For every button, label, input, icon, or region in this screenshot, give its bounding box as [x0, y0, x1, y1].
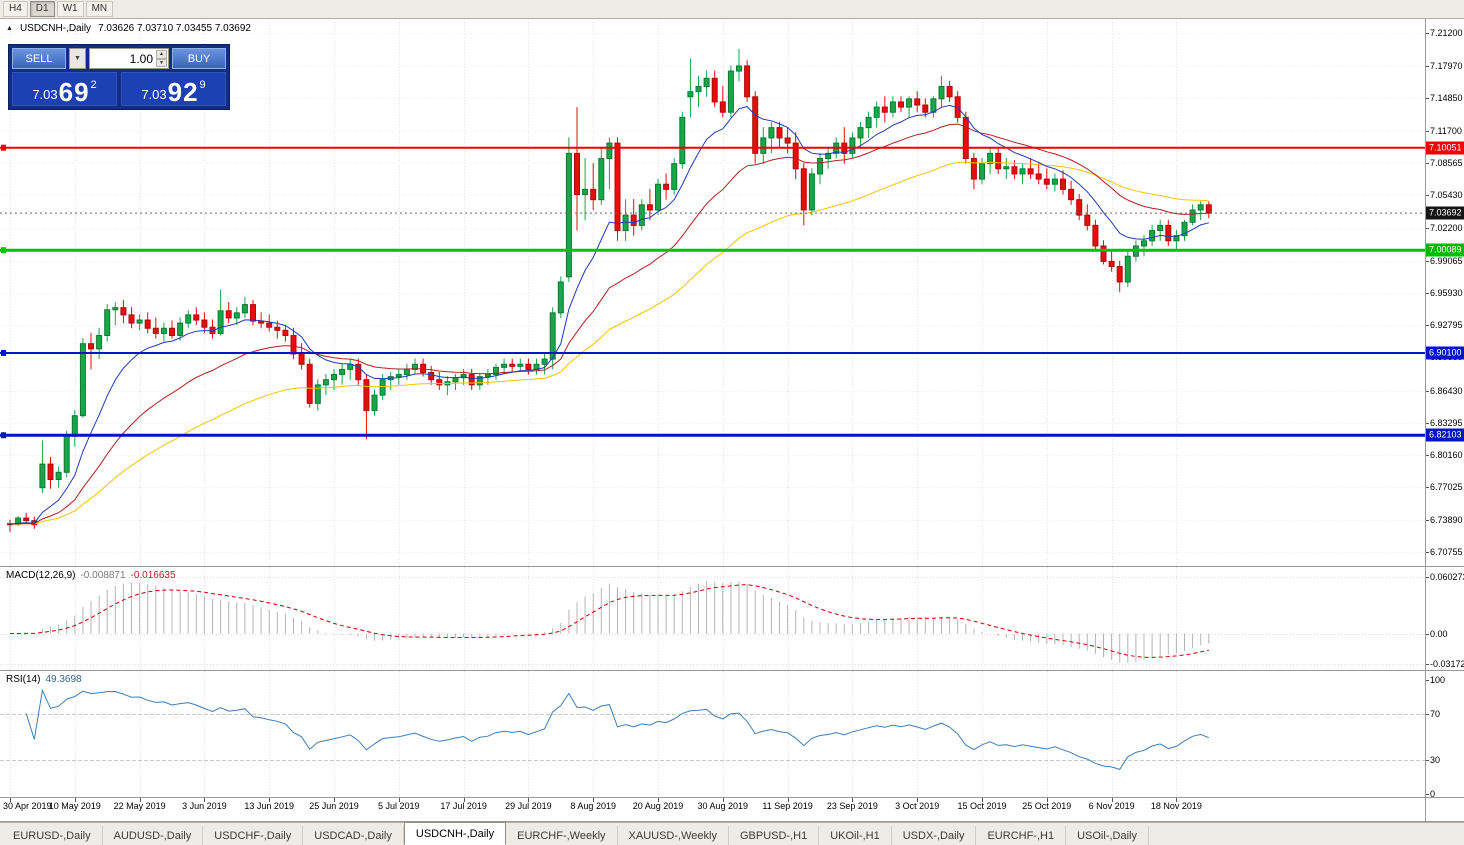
- rsi-value: 49.3698: [45, 674, 82, 685]
- buy-button[interactable]: BUY: [172, 48, 226, 69]
- price-scale-tick: 7.02200: [1430, 223, 1463, 234]
- rsi-indicator-label: RSI(14) 49.3698: [6, 674, 82, 685]
- date-axis-label: 29 Jul 2019: [505, 801, 552, 811]
- chart-tab-ukoilh1[interactable]: UKOil-,H1: [819, 826, 892, 845]
- macd-indicator-label: MACD(12,26,9) -0.008871 -0.016635: [6, 570, 176, 581]
- date-axis-label: 8 Aug 2019: [570, 801, 616, 811]
- price-level-badge: 6.90100: [1426, 346, 1464, 360]
- buy-price-big: 92: [167, 77, 199, 107]
- price-scale-tick: 6.99065: [1430, 255, 1463, 266]
- macd-scale-tick: 0.00: [1430, 628, 1448, 639]
- price-level-badge: 7.00089: [1426, 243, 1464, 257]
- macd-scale-tick: 0.060273: [1430, 571, 1464, 582]
- price-level-badge: 7.03692: [1426, 206, 1464, 220]
- price-scale-tick: 7.08565: [1430, 157, 1463, 168]
- date-axis-label: 18 Nov 2019: [1150, 801, 1202, 811]
- chevron-down-icon: ▼: [74, 55, 81, 62]
- macd-main-value: -0.008871: [80, 570, 126, 581]
- date-axis-label: 20 Aug 2019: [632, 801, 684, 811]
- date-axis-label: 23 Sep 2019: [826, 801, 878, 811]
- rsi-scale-tick: 0: [1430, 789, 1436, 799]
- date-axis-label: 22 May 2019: [113, 801, 166, 811]
- price-level-badge: 7.10051: [1426, 141, 1464, 155]
- date-axis-label: 11 Sep 2019: [762, 801, 813, 811]
- chart-tab-usdcnhdaily[interactable]: USDCNH-,Daily: [403, 822, 507, 845]
- timeframe-button-mn[interactable]: MN: [85, 1, 114, 17]
- chart-title: ▲ USDCNH-,Daily 7.03626 7.03710 7.03455 …: [6, 23, 251, 34]
- date-axis-label: 3 Oct 2019: [895, 801, 940, 811]
- date-axis-label: 30 Aug 2019: [697, 801, 749, 811]
- one-click-trading-panel: SELL ▼ 1.00 ▲ ▼ BUY 7.03 69 2 7.03 92: [8, 44, 230, 110]
- price-scale-tick: 7.05430: [1430, 190, 1463, 201]
- rsi-name: RSI(14): [6, 674, 41, 685]
- price-scale-tick: 7.11700: [1430, 125, 1462, 136]
- chart-tab-eurusddaily[interactable]: EURUSD-,Daily: [2, 826, 103, 845]
- volume-value: 1.00: [129, 51, 153, 66]
- date-axis-label: 15 Oct 2019: [957, 801, 1007, 811]
- price-scale-tick: 7.21200: [1430, 28, 1463, 38]
- chart-tab-xauusdweekly[interactable]: XAUUSD-,Weekly: [618, 826, 729, 845]
- date-axis-label: 30 Apr 2019: [3, 801, 52, 811]
- date-axis-label: 17 Jul 2019: [440, 801, 487, 811]
- price-scale-tick: 6.86430: [1430, 385, 1463, 396]
- stepper-down-icon[interactable]: ▼: [156, 58, 167, 67]
- date-axis-label: 5 Jul 2019: [378, 801, 420, 811]
- chart-tab-usdxdaily[interactable]: USDX-,Daily: [892, 826, 977, 845]
- sell-price-pip: 2: [90, 79, 97, 91]
- sell-price-big: 69: [58, 77, 90, 107]
- rsi-scale-tick: 100: [1430, 675, 1446, 685]
- timeframe-button-w1[interactable]: W1: [56, 1, 84, 17]
- date-axis-label: 10 May 2019: [48, 801, 101, 811]
- date-axis-label: 13 Jun 2019: [244, 801, 294, 811]
- price-scale-tick: 6.92795: [1430, 320, 1463, 331]
- buy-price-pip: 9: [199, 79, 206, 91]
- chart-tabs-bar: EURUSD-,Daily AUDUSD-,Daily USDCHF-,Daily U…: [0, 822, 1464, 845]
- sell-button[interactable]: SELL: [12, 48, 66, 69]
- chart-tab-usdcaddaily[interactable]: USDCAD-,Daily: [303, 826, 404, 845]
- sell-price-display[interactable]: 7.03 69 2: [12, 72, 117, 106]
- chart-tab-eurchfh1[interactable]: EURCHF-,H1: [976, 826, 1067, 845]
- volume-stepper: ▲ ▼: [156, 50, 167, 67]
- buy-price-prefix: 7.03: [141, 87, 167, 102]
- price-scale-tick: 6.77025: [1430, 482, 1463, 493]
- symbol-label: USDCNH-,Daily: [19, 23, 92, 34]
- rsi-scale-tick: 30: [1430, 754, 1441, 765]
- macd-signal-value: -0.016635: [130, 570, 176, 581]
- price-scale-tick: 6.70755: [1430, 546, 1463, 557]
- price-scale-tick: 6.73890: [1430, 514, 1463, 525]
- buy-price-display[interactable]: 7.03 92 9: [121, 72, 226, 106]
- price-level-badge: 6.82103: [1426, 428, 1464, 442]
- chart-tab-gbpusdh1[interactable]: GBPUSD-,H1: [729, 826, 820, 845]
- ohlc-values: 7.03626 7.03710 7.03455 7.03692: [98, 23, 251, 34]
- volume-input[interactable]: 1.00 ▲ ▼: [89, 48, 169, 69]
- expand-arrow-icon[interactable]: ▲: [6, 25, 13, 32]
- price-scale-tick: 7.17970: [1430, 61, 1463, 72]
- rsi-scale-tick: 70: [1430, 709, 1441, 720]
- price-scale-tick: 6.80160: [1430, 450, 1463, 461]
- timeframe-button-h4[interactable]: H4: [3, 1, 28, 17]
- date-axis-label: 3 Jun 2019: [182, 801, 227, 811]
- price-scale-tick: 6.95930: [1430, 287, 1463, 298]
- date-axis-label: 6 Nov 2019: [1088, 801, 1135, 811]
- chart-tab-usdchfdaily[interactable]: USDCHF-,Daily: [203, 826, 304, 845]
- timeframe-button-d1[interactable]: D1: [29, 1, 55, 17]
- price-scale-tick: 7.14850: [1430, 93, 1463, 104]
- date-axis-label: 25 Jun 2019: [309, 801, 359, 811]
- sell-price-prefix: 7.03: [32, 87, 58, 102]
- chart-tab-eurchfweekly[interactable]: EURCHF-,Weekly: [506, 826, 618, 845]
- date-axis-label: 25 Oct 2019: [1022, 801, 1072, 811]
- stepper-up-icon[interactable]: ▲: [156, 50, 167, 59]
- price-scale-tick: 6.83295: [1430, 417, 1463, 428]
- order-type-dropdown[interactable]: ▼: [69, 48, 86, 69]
- timeframe-toolbar: H4 D1 W1 MN: [0, 0, 1464, 19]
- chart-tab-usoildaily[interactable]: USOil-,Daily: [1066, 826, 1149, 845]
- macd-name: MACD(12,26,9): [6, 570, 76, 581]
- macd-scale-tick: -0.031725: [1430, 658, 1464, 669]
- chart-tab-audusddaily[interactable]: AUDUSD-,Daily: [103, 826, 204, 845]
